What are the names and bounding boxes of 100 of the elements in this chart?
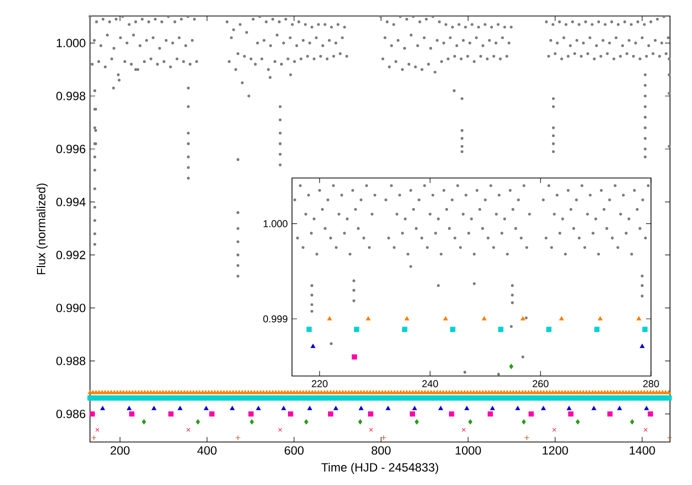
point xyxy=(204,406,208,410)
point xyxy=(152,406,156,410)
point xyxy=(410,411,416,417)
point xyxy=(509,364,514,370)
point xyxy=(528,411,534,417)
point xyxy=(644,428,648,432)
point xyxy=(334,406,338,410)
point xyxy=(488,411,493,417)
point xyxy=(306,326,312,332)
y-tick-label: 0.986 xyxy=(56,410,86,418)
point xyxy=(490,406,495,410)
y-tick-label: 0.994 xyxy=(56,198,86,206)
point xyxy=(515,406,520,410)
point xyxy=(648,411,654,417)
point xyxy=(178,406,182,410)
y-tick-label: 0.990 xyxy=(56,304,86,312)
y-tick-label: 0.996 xyxy=(56,144,86,154)
point xyxy=(552,428,556,432)
point xyxy=(666,435,672,440)
point xyxy=(90,411,95,417)
x-tick-label: 400 xyxy=(197,446,217,455)
point xyxy=(281,406,286,410)
point xyxy=(278,428,282,432)
point xyxy=(402,326,408,332)
point xyxy=(304,419,308,424)
point xyxy=(607,411,613,417)
point xyxy=(636,316,642,320)
x-tick-label: 1200 xyxy=(542,446,568,455)
y-tick-label: 1.000 xyxy=(56,38,86,48)
point xyxy=(482,316,486,320)
point xyxy=(235,435,241,440)
point xyxy=(142,419,146,424)
point xyxy=(568,411,574,417)
point xyxy=(129,411,134,417)
point xyxy=(381,435,386,440)
x-tick-label: 600 xyxy=(284,446,304,455)
point xyxy=(95,428,100,432)
point xyxy=(559,316,564,320)
point xyxy=(256,406,261,410)
point xyxy=(566,406,572,410)
x-tick-label: 200 xyxy=(110,446,130,455)
x-tick-label: 280 xyxy=(643,380,659,388)
y-tick-label: 1.000 xyxy=(264,220,288,228)
point xyxy=(196,419,200,424)
point xyxy=(546,326,552,332)
x-axis-title: Time (HJD - 2454833) xyxy=(321,462,438,474)
point xyxy=(412,406,417,410)
y-tick-label: 0.988 xyxy=(56,356,86,366)
y-tick-label: 0.992 xyxy=(56,250,86,260)
point xyxy=(358,406,364,410)
point xyxy=(310,344,316,348)
point xyxy=(288,411,294,417)
point xyxy=(307,406,312,410)
point xyxy=(522,419,526,424)
x-tick-label: 1400 xyxy=(630,446,655,455)
point xyxy=(450,326,456,332)
point xyxy=(168,411,174,417)
x-tick-label: 220 xyxy=(312,380,328,388)
point xyxy=(209,411,214,417)
point xyxy=(468,419,472,424)
point xyxy=(100,406,105,410)
point xyxy=(91,435,97,440)
point xyxy=(354,326,360,332)
point xyxy=(369,428,374,432)
point xyxy=(448,411,454,417)
y-axis-title: Flux (normalized) xyxy=(36,184,48,274)
point xyxy=(186,428,190,432)
point xyxy=(598,316,602,320)
point xyxy=(358,419,362,424)
point xyxy=(498,326,504,332)
x-tick-label: 240 xyxy=(422,380,438,388)
point xyxy=(368,411,374,417)
point xyxy=(366,316,371,320)
point xyxy=(592,406,596,410)
point xyxy=(352,354,358,360)
point xyxy=(640,344,644,348)
point xyxy=(438,406,443,410)
point xyxy=(644,406,649,410)
point xyxy=(230,406,235,410)
y-tick-label: 0.999 xyxy=(263,315,288,322)
point xyxy=(248,411,254,417)
point xyxy=(642,326,648,332)
point xyxy=(126,406,132,410)
x-tick-label: 260 xyxy=(532,380,548,388)
point xyxy=(520,316,526,320)
point xyxy=(576,419,580,424)
point xyxy=(541,406,546,410)
point xyxy=(386,406,390,410)
point xyxy=(630,419,634,424)
y-tick-label: 0.998 xyxy=(56,92,86,100)
x-tick-label: 1000 xyxy=(456,446,481,455)
point xyxy=(414,419,419,424)
point xyxy=(328,411,334,417)
point xyxy=(443,316,448,320)
point xyxy=(524,435,530,440)
point xyxy=(404,316,410,320)
point xyxy=(462,428,466,432)
point xyxy=(594,326,600,332)
point xyxy=(617,406,622,410)
point xyxy=(464,406,470,410)
